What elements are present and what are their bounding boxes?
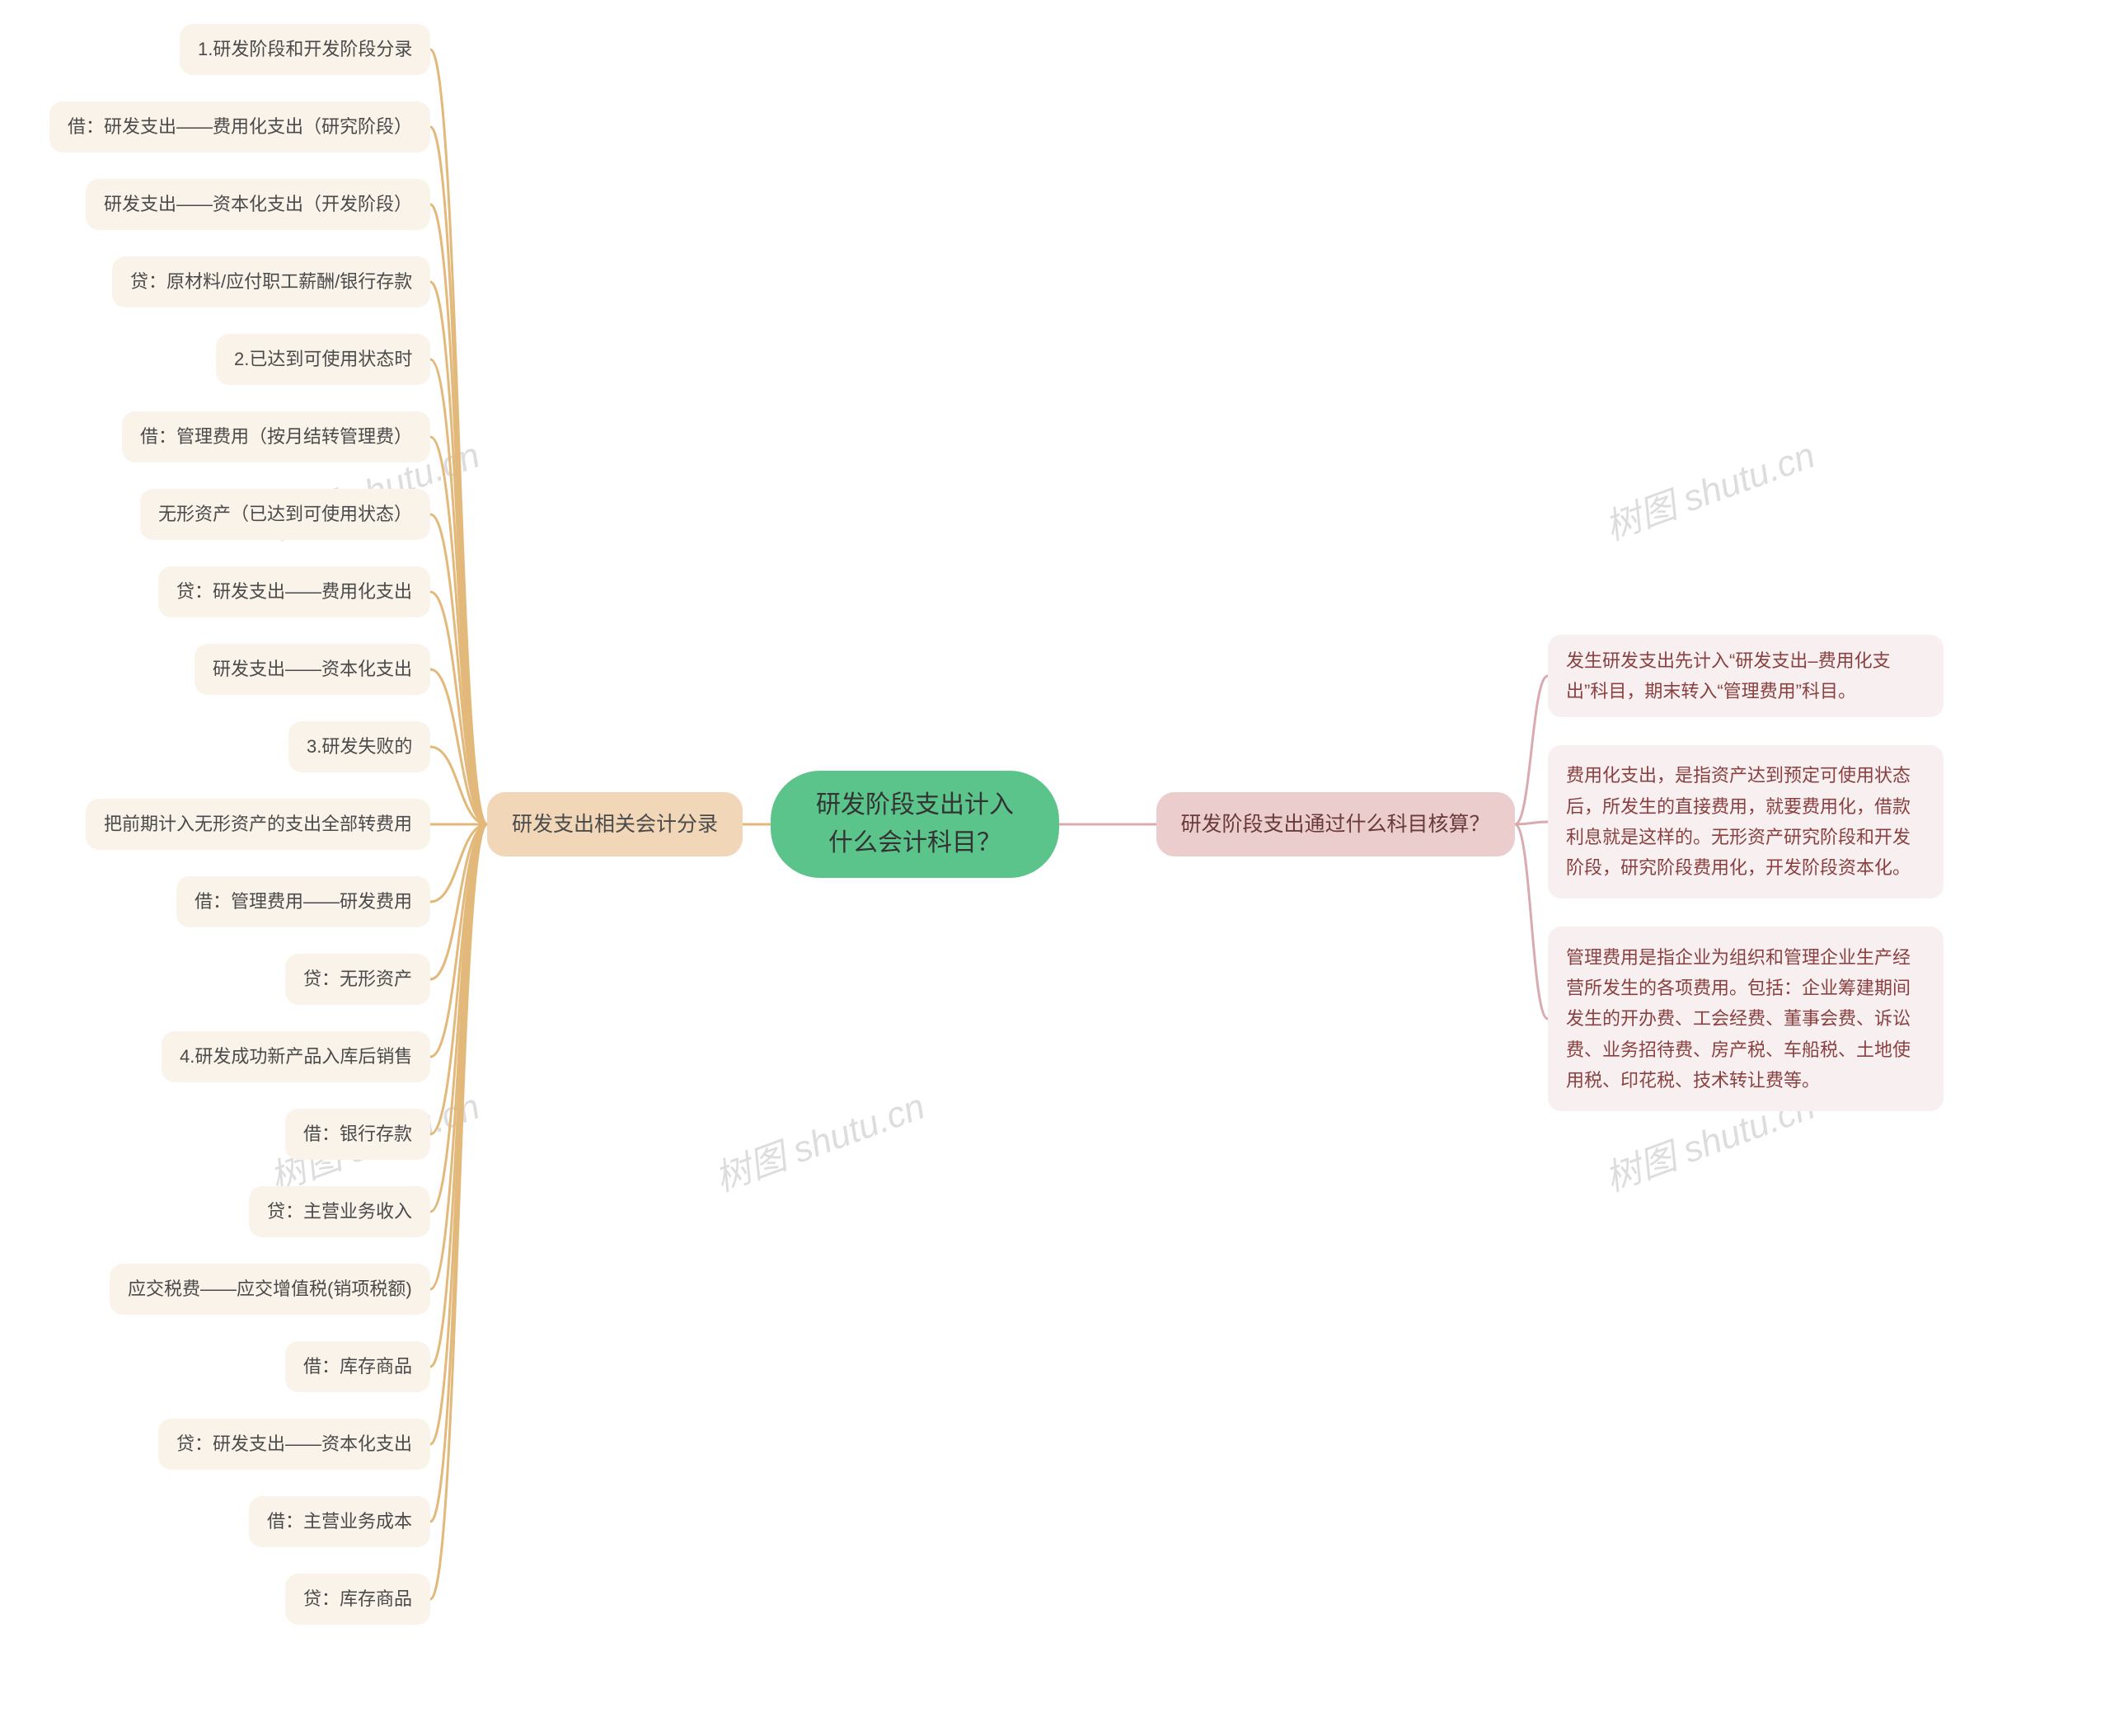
left-leaf: 应交税费——应交增值税(销项税额) (110, 1264, 430, 1315)
left-leaf: 借：库存商品 (285, 1341, 430, 1392)
left-leaf: 1.研发阶段和开发阶段分录 (180, 24, 430, 75)
left-leaf: 3.研发失败的 (288, 721, 430, 772)
branch-left-label: 研发支出相关会计分录 (512, 809, 718, 841)
left-leaf: 借：管理费用——研发费用 (176, 876, 430, 927)
stage: { "canvas": { "width": 2560, "height": 2… (0, 0, 2110, 1736)
left-leaf: 贷：研发支出——资本化支出 (158, 1419, 430, 1470)
left-leaf: 贷：研发支出——费用化支出 (158, 566, 430, 617)
branch-left: 研发支出相关会计分录 (487, 792, 743, 857)
left-leaf: 借：主营业务成本 (249, 1496, 430, 1547)
root-node: 研发阶段支出计入什么会计科目？ (771, 771, 1059, 878)
right-leaf: 管理费用是指企业为组织和管理企业生产经营所发生的各项费用。包括：企业筹建期间发生… (1548, 927, 1944, 1111)
root-label: 研发阶段支出计入什么会计科目？ (805, 786, 1025, 863)
left-leaf: 把前期计入无形资产的支出全部转费用 (86, 799, 430, 850)
left-leaf: 贷：主营业务收入 (249, 1186, 430, 1237)
left-leaf: 贷：无形资产 (285, 954, 430, 1005)
right-leaf: 费用化支出，是指资产达到预定可使用状态后，所发生的直接费用，就要费用化，借款利息… (1548, 745, 1944, 898)
right-leaf: 发生研发支出先计入“研发支出–费用化支出”科目，期末转入“管理费用”科目。 (1548, 635, 1944, 717)
left-leaf: 借：银行存款 (285, 1109, 430, 1160)
left-leaf: 贷：原材料/应付职工薪酬/银行存款 (112, 256, 430, 307)
left-leaf: 贷：库存商品 (285, 1574, 430, 1625)
watermark: 树图 shutu.cn (706, 1077, 931, 1201)
left-leaf: 研发支出——资本化支出 (195, 644, 430, 695)
left-leaf: 2.已达到可使用状态时 (216, 334, 430, 385)
branch-right: 研发阶段支出通过什么科目核算？ (1156, 792, 1515, 857)
left-leaf: 4.研发成功新产品入库后销售 (162, 1031, 430, 1082)
left-leaf: 研发支出——资本化支出（开发阶段） (86, 179, 430, 230)
left-leaf: 借：研发支出——费用化支出（研究阶段） (49, 101, 430, 152)
left-leaf: 借：管理费用（按月结转管理费） (122, 411, 430, 462)
left-leaf: 无形资产（已达到可使用状态） (140, 489, 430, 540)
branch-right-label: 研发阶段支出通过什么科目核算？ (1181, 809, 1490, 841)
watermark: 树图 shutu.cn (1597, 425, 1821, 550)
